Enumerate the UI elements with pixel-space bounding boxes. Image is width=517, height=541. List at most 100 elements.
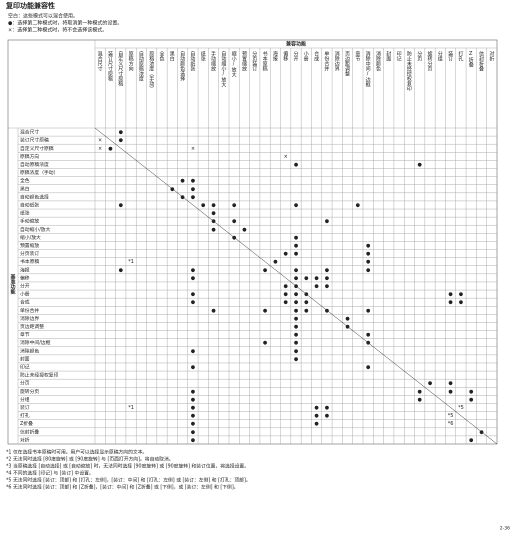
column-label: 章节 (354, 50, 360, 62)
cell: ● (418, 389, 423, 395)
cell: × (98, 138, 102, 144)
row-label: 对折 (20, 436, 30, 443)
cell: ● (294, 251, 299, 257)
row-label: 合成 (20, 299, 30, 306)
column-label: 自动颜色选择 (179, 50, 185, 82)
cell: ● (304, 308, 309, 314)
column-label: 分页 (416, 50, 422, 62)
row-label: 装订尺寸原稿 (20, 137, 49, 144)
cell: ● (180, 178, 185, 184)
cell: ● (191, 300, 196, 306)
cell: ● (263, 340, 268, 346)
row-label: 手动缩放 (20, 218, 39, 225)
row-label: 自定义尺寸原稿 (20, 145, 54, 152)
row-label: 缩小/放大 (20, 234, 41, 241)
cell: ● (325, 219, 330, 225)
cell: ● (119, 130, 124, 136)
column-label: 原稿方向 (128, 51, 134, 71)
cell: *6 (448, 421, 454, 427)
cell: ● (448, 389, 453, 395)
column-label: 混合尺寸 (97, 50, 103, 71)
column-label: 自动纸张 (189, 50, 195, 72)
column-label: 自定义尺寸原稿 (117, 50, 123, 87)
column-label: 打孔 (457, 50, 463, 62)
cell: ● (448, 300, 453, 306)
cell: *5 (448, 413, 454, 419)
cell: ● (448, 292, 453, 298)
cell: ● (314, 284, 319, 290)
cell: ● (191, 365, 196, 371)
row-label: 分页 (20, 380, 30, 387)
cell: ● (418, 162, 423, 168)
cell: ● (356, 202, 361, 208)
cell: ● (314, 405, 319, 411)
column-label: 小册 (303, 50, 309, 62)
cell: ● (345, 316, 350, 322)
row-label: 分页装订 (20, 250, 39, 257)
cell: ● (325, 284, 330, 290)
column-label: Z折叠 (468, 51, 474, 68)
column-label: 纸张 (200, 50, 206, 62)
cell: ● (191, 413, 196, 419)
column-label: 消除边界 (334, 50, 340, 72)
row-label: 章节 (20, 331, 30, 338)
cell: ● (108, 146, 113, 152)
cell: ● (263, 308, 268, 314)
cell: ● (325, 405, 330, 411)
cell: ● (325, 275, 330, 281)
cell: ● (232, 219, 237, 225)
diagonal (94, 127, 498, 445)
cell: ● (366, 243, 371, 249)
column-label: 黑白 (169, 51, 175, 62)
column-label: 缩小/放大 (231, 50, 237, 78)
row-label: 黑白 (20, 185, 30, 192)
page-number: 2-36 (500, 526, 510, 532)
cell: ● (211, 211, 216, 217)
cell: *1 (128, 405, 134, 411)
row-label: 原稿方向 (20, 153, 39, 160)
cell: ● (314, 421, 319, 427)
row-label: 打孔 (20, 412, 30, 419)
cell: ● (294, 332, 299, 338)
row-label: 小册 (20, 291, 30, 298)
column-label: 消除颜色 (375, 50, 381, 71)
column-group: 兼容功能 (286, 41, 306, 48)
row-label: 页边距调整 (20, 323, 44, 330)
row-label: 消除边界 (20, 315, 39, 322)
row-label: 自动缩小/放大 (20, 226, 51, 233)
column-label: 预置缩放 (241, 50, 247, 72)
column-label: 自动原稿浓度 (138, 50, 144, 82)
row-label: 信封折叠 (20, 428, 39, 435)
row-label: 自动原稿浓度 (20, 161, 49, 168)
row-label: 全色 (20, 177, 30, 184)
legend-line: ×：选择第二种模式时，将不会选择该模式。 (8, 27, 107, 34)
cell: ● (325, 267, 330, 273)
cell: × (191, 146, 195, 152)
row-label: 混合尺寸 (20, 129, 39, 136)
cell: ● (191, 292, 196, 298)
cell: ● (211, 308, 216, 314)
row-label: 装订 (20, 404, 30, 411)
column-label: 书本原稿 (262, 50, 268, 72)
column-label: 单份合并 (323, 50, 329, 72)
column-label: 防止未经授权复印 (406, 50, 412, 92)
cell: ● (232, 202, 237, 208)
column-label: 分页装订 (251, 50, 257, 71)
cell: ● (294, 316, 299, 322)
column-label: 旋转分页 (427, 50, 433, 72)
column-label: 分开 (293, 50, 299, 62)
cell: *1 (128, 259, 134, 265)
cell: ● (263, 267, 268, 273)
cell: *5 (458, 405, 464, 411)
cell: ● (294, 292, 299, 298)
cell: × (284, 154, 288, 160)
cell: ● (314, 275, 319, 281)
row-label: 消除颜色 (20, 347, 39, 354)
column-label: 信封折叠 (478, 50, 484, 72)
cell: ● (294, 275, 299, 281)
column-label: 对折 (488, 50, 494, 62)
cell: ● (294, 308, 299, 314)
legend-line: ●：选择第二种模式时，将取消第一种模式的设置。 (8, 20, 122, 27)
cell: ● (294, 324, 299, 330)
